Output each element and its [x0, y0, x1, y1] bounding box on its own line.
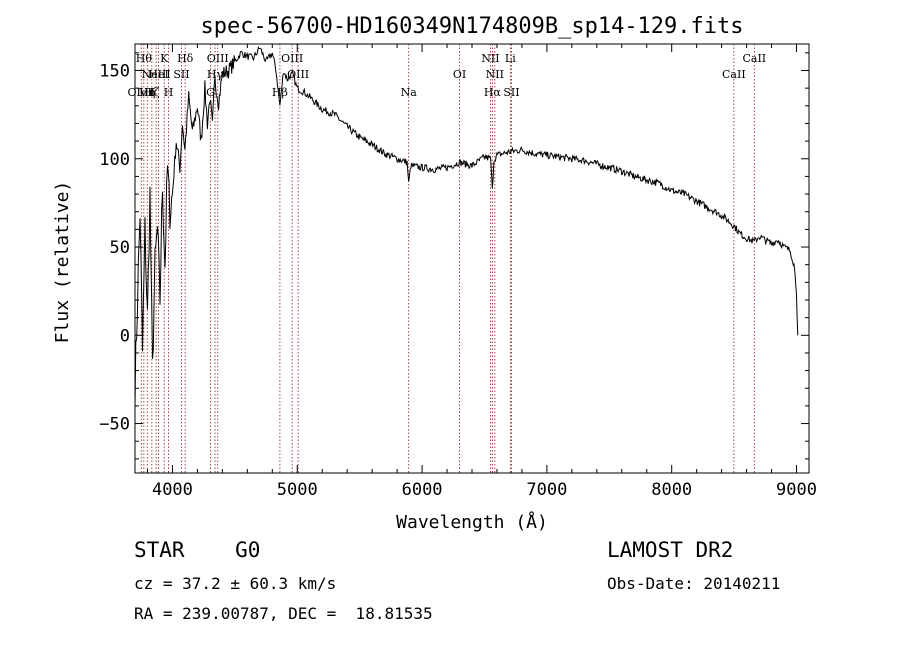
observation-date: Obs-Date: 20140211	[607, 574, 781, 593]
y-tick-label: 150	[99, 61, 130, 81]
marker-label: NII	[486, 68, 504, 81]
marker-label: OIII	[207, 52, 229, 65]
marker-label: OIII	[281, 52, 303, 65]
y-tick-label: 100	[99, 150, 130, 170]
marker-label: CaII	[722, 68, 746, 81]
x-tick-label: 5000	[277, 480, 318, 500]
x-tick-label: 8000	[651, 480, 692, 500]
x-axis-ticks: 4000 5000 6000 7000 8000 9000	[146, 44, 817, 500]
survey-name: LAMOST DR2	[607, 538, 734, 562]
object-class: STAR	[134, 538, 185, 562]
x-tick-label: 9000	[776, 480, 817, 500]
y-tick-label: 50	[110, 238, 130, 258]
emission-line-markers	[140, 44, 755, 473]
chart-title: spec-56700-HD160349N174809B_sp14-129.fit…	[200, 14, 743, 39]
object-classification: STAR G0	[134, 538, 260, 562]
marker-label: H	[164, 86, 174, 99]
marker-label: Hγ	[207, 68, 224, 81]
marker-label: Hθ	[136, 52, 153, 65]
emission-line-labels: OⅣⅡHθHηHζNeIIIHeIKHSIIHδGHγOIIIHβOIIIOII…	[127, 52, 766, 99]
object-subclass: G0	[235, 538, 261, 562]
y-tick-label: 0	[120, 326, 130, 346]
ra-dec-coordinates: RA = 239.00787, DEC = 18.81535	[134, 604, 433, 623]
marker-label: Hα	[484, 86, 502, 99]
x-tick-label: 7000	[526, 480, 567, 500]
marker-label: G	[206, 86, 215, 99]
y-axis-ticks: −50 0 50 100 150	[99, 52, 809, 460]
marker-label: OI	[453, 68, 466, 81]
marker-label: OⅣⅡ	[127, 86, 154, 99]
marker-label: SII	[503, 86, 519, 99]
spectrum-chart: spec-56700-HD160349N174809B_sp14-129.fit…	[52, 14, 817, 533]
marker-label: Li	[505, 52, 516, 65]
plot-frame	[134, 43, 810, 474]
redshift-line: cz = 37.2 ± 60.3 km/s	[134, 574, 337, 593]
y-tick-label: −50	[99, 415, 130, 435]
marker-label: SII	[173, 68, 189, 81]
marker-label: NII	[481, 52, 499, 65]
x-axis-label: Wavelength (Å)	[396, 511, 548, 533]
marker-label: Hη	[139, 86, 155, 99]
marker-label: Hζ	[144, 86, 160, 99]
y-axis-label: Flux (relative)	[52, 181, 73, 344]
spectrum-line	[134, 46, 799, 408]
marker-label: Na	[401, 86, 418, 99]
marker-label: HeI	[148, 68, 168, 81]
marker-label: NeIII	[142, 68, 171, 81]
marker-label: CaII	[742, 52, 766, 65]
x-tick-label: 4000	[152, 480, 193, 500]
x-tick-label: 6000	[402, 480, 443, 500]
marker-label: Hβ	[272, 86, 288, 99]
marker-label: K	[160, 52, 169, 65]
marker-label: Hδ	[177, 52, 194, 65]
